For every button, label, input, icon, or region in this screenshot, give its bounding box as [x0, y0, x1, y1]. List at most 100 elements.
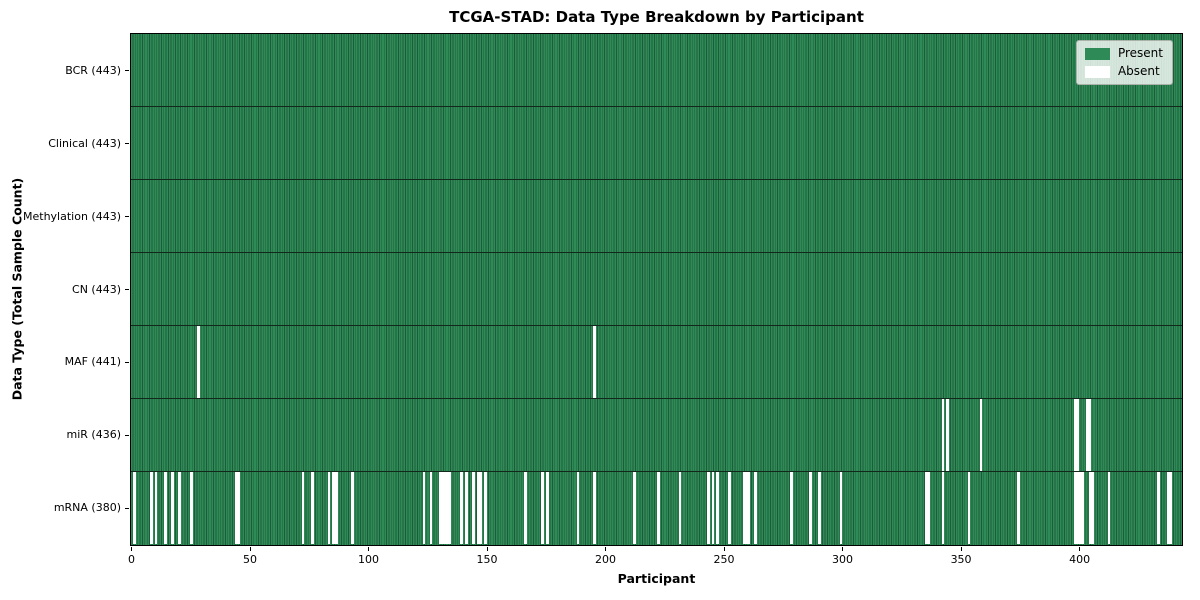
- y-tick-label: Clinical (443): [48, 136, 121, 150]
- absent-stripe: [747, 471, 750, 544]
- absent-stripe: [465, 471, 468, 544]
- legend-label: Absent: [1117, 64, 1160, 78]
- absent-swatch: [1084, 65, 1110, 78]
- absent-stripe: [351, 471, 355, 544]
- heatmap-grid: [131, 34, 1182, 545]
- y-tick-mark: [125, 289, 129, 290]
- x-tick-mark: [486, 547, 488, 551]
- legend-item-absent: Absent: [1084, 64, 1163, 78]
- absent-stripe: [332, 471, 336, 544]
- absent-stripe: [479, 471, 483, 544]
- absent-stripe: [808, 471, 812, 544]
- present-swatch: [1084, 47, 1110, 60]
- absent-stripe: [178, 471, 182, 544]
- absent-stripe: [1074, 398, 1078, 472]
- x-tick-mark: [1079, 547, 1081, 551]
- absent-stripe: [334, 471, 338, 544]
- absent-stripe: [967, 471, 971, 544]
- absent-stripe: [1079, 471, 1082, 544]
- row-divider: [131, 324, 1182, 326]
- absent-stripe: [576, 471, 580, 544]
- absent-stripe: [1166, 471, 1170, 544]
- x-tick-label: 50: [243, 553, 257, 566]
- absent-stripe: [927, 471, 931, 544]
- absent-stripe: [422, 471, 426, 544]
- absent-stripe: [484, 471, 487, 544]
- absent-stripe: [439, 471, 442, 544]
- x-tick-label: 350: [950, 553, 972, 566]
- absent-stripe: [979, 398, 983, 472]
- absent-stripe: [1107, 471, 1111, 544]
- y-tick-label: BCR (443): [65, 63, 121, 77]
- row-divider: [131, 397, 1182, 399]
- absent-stripe: [1017, 471, 1021, 544]
- absent-stripe: [235, 471, 238, 544]
- absent-stripe: [925, 471, 928, 544]
- y-tick-label: CN (443): [72, 282, 121, 296]
- absent-stripe: [327, 471, 331, 544]
- plot-area: Present Absent: [130, 33, 1183, 546]
- x-tick-label: 0: [128, 553, 135, 566]
- y-tick-mark: [125, 216, 129, 218]
- absent-stripe: [839, 471, 843, 544]
- absent-stripe: [1157, 471, 1161, 544]
- absent-stripe: [448, 471, 452, 544]
- x-tick-mark: [842, 547, 844, 551]
- y-tick-mark: [125, 143, 129, 145]
- y-tick-mark: [125, 361, 129, 363]
- absent-stripe: [154, 471, 158, 544]
- absent-stripe: [593, 325, 596, 399]
- absent-stripe: [164, 471, 167, 544]
- x-tick-mark: [249, 547, 251, 551]
- absent-stripe: [1169, 471, 1172, 544]
- x-tick-mark: [605, 547, 607, 551]
- chart-title: TCGA-STAD: Data Type Breakdown by Partic…: [449, 8, 864, 26]
- x-tick-label: 100: [358, 553, 380, 566]
- legend-label: Present: [1117, 46, 1163, 60]
- absent-stripe: [1088, 471, 1092, 544]
- y-tick-label: mRNA (380): [53, 501, 121, 515]
- absent-stripe: [1074, 471, 1078, 544]
- absent-stripe: [818, 471, 822, 544]
- x-tick-mark: [960, 547, 962, 551]
- legend: Present Absent: [1075, 40, 1173, 85]
- absent-stripe: [446, 471, 449, 544]
- absent-stripe: [633, 471, 637, 544]
- absent-stripe: [524, 471, 528, 544]
- absent-stripe: [1088, 398, 1092, 472]
- absent-stripe: [301, 471, 305, 544]
- row-divider: [131, 179, 1182, 181]
- legend-item-present: Present: [1084, 46, 1163, 60]
- absent-stripe: [657, 471, 660, 544]
- absent-stripe: [541, 471, 544, 544]
- absent-stripe: [1090, 471, 1094, 544]
- y-tick-label: MAF (441): [64, 355, 121, 369]
- absent-stripe: [443, 471, 447, 544]
- row-divider: [131, 470, 1182, 472]
- x-axis-label: Participant: [617, 571, 696, 586]
- absent-stripe: [742, 471, 746, 544]
- absent-stripe: [460, 471, 464, 544]
- absent-stripe: [190, 471, 193, 544]
- absent-stripe: [1076, 471, 1080, 544]
- absent-stripe: [441, 471, 445, 544]
- x-tick-mark: [368, 547, 370, 551]
- x-tick-label: 250: [713, 553, 735, 566]
- absent-stripe: [429, 471, 433, 544]
- y-tick-mark: [125, 70, 129, 72]
- absent-stripe: [941, 398, 945, 472]
- absent-stripe: [754, 471, 758, 544]
- absent-stripe: [133, 471, 137, 544]
- absent-stripe: [678, 471, 682, 544]
- absent-stripe: [171, 471, 174, 544]
- x-tick-label: 150: [476, 553, 498, 566]
- absent-stripe: [744, 471, 748, 544]
- row-divider: [131, 252, 1182, 254]
- absent-stripe: [716, 471, 720, 544]
- absent-stripe: [197, 325, 201, 399]
- absent-stripe: [728, 471, 731, 544]
- x-tick-mark: [723, 547, 725, 551]
- x-tick-label: 200: [595, 553, 617, 566]
- absent-stripe: [477, 471, 480, 544]
